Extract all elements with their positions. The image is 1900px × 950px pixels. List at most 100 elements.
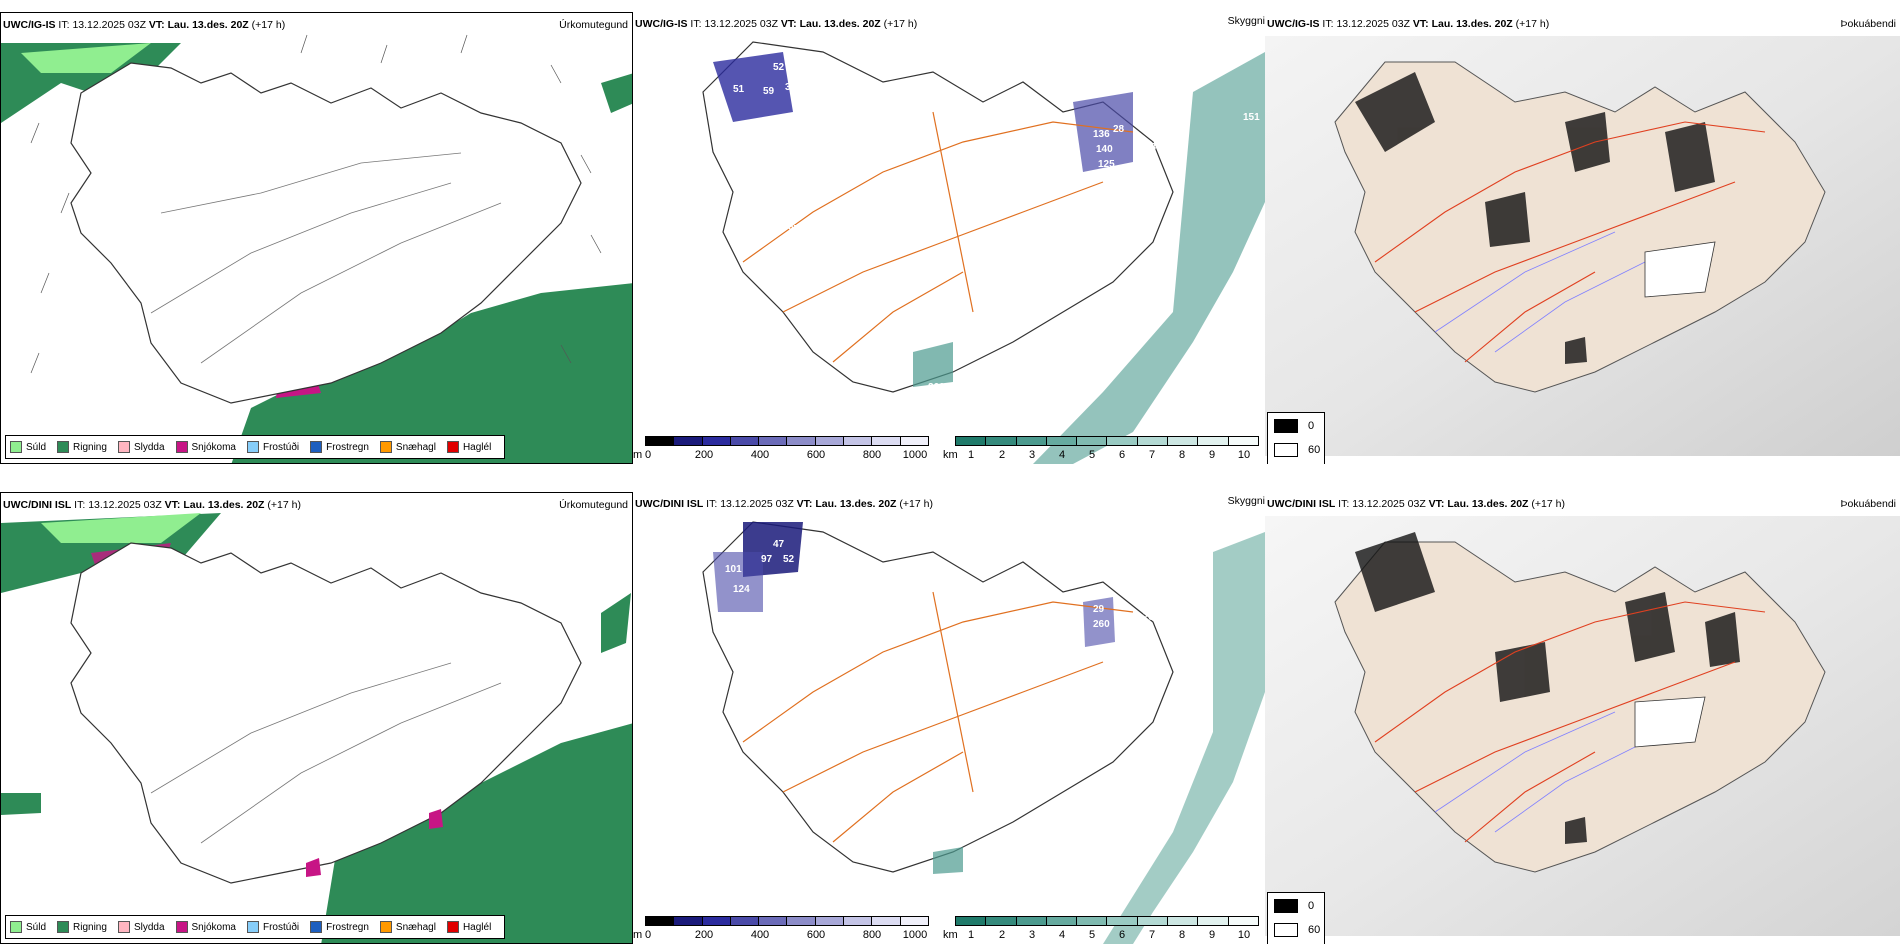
precip-legend-top: Súld Rigning Slydda Snjókoma Frostúði Fr… [5,435,506,459]
legend-swatch [175,441,188,453]
legend-swatch [310,441,323,453]
legend-swatch [246,441,259,453]
map-label: 136 [1093,129,1110,140]
cloud-base-tick: 800 [862,449,882,461]
cloud-base-tick: 600 [806,929,826,941]
fog-legend-swatch [1274,899,1298,913]
visibility-tick: 6 [1118,449,1126,461]
legend-item: Rigning [57,441,107,453]
precip-panel-bottom-title: UWC/DINI ISL IT: 13.12.2025 03Z VT: Lau.… [3,499,301,511]
map-label: 38 [785,82,797,93]
map-label: 52 [783,554,795,565]
legend-swatch [310,921,323,933]
legend-swatch [117,921,130,933]
fog-legend-swatch [1274,443,1298,457]
visibility-tick: 5 [1088,929,1096,941]
visibility-tick: 8 [1178,929,1186,941]
visibility-tick: 7 [1148,449,1156,461]
fog-legend-item: 60 [1274,443,1320,457]
legend-swatch [117,441,130,453]
visibility-tick: 6 [1118,929,1126,941]
visibility-tick: 1 [967,449,975,461]
legend-swatch [246,921,259,933]
map-label: 124 [733,584,750,595]
cloud-base-bar [645,916,929,926]
cloud-base-unit: m [633,449,643,461]
cloud-base-tick: 1000 [902,449,928,461]
cloud-panel-top-title: UWC/IG-IS IT: 13.12.2025 03Z VT: Lau. 13… [635,18,918,30]
visibility-tick: 10 [1237,929,1251,941]
fog-map-top [1265,36,1900,456]
visibility-tick: 2 [998,929,1006,941]
precip-legend-bottom: Súld Rigning Slydda Snjókoma Frostúði Fr… [5,915,506,939]
cloud-map-top: 52 51 59 38 68 97 21 97 136 28 140 125 6… [702,41,1265,464]
precip-map-bottom [1,513,632,943]
visibility-tick: 4 [1058,449,1066,461]
map-label: 260 [928,382,945,393]
map-label: 293 [1061,334,1078,345]
visibility-tick: 4 [1058,929,1066,941]
fog-map-bottom [1265,516,1900,936]
visibility-unit: km [943,449,958,461]
precip-panel-top-name: Úrkomutegund [559,19,628,31]
visibility-tick: 1 [967,929,975,941]
fog-legend-item: 60 [1274,923,1320,937]
map-label: 59 [763,86,775,97]
fog-legend-top: 0 60 [1267,412,1325,464]
fog-legend-item: 0 [1274,899,1314,913]
fog-panel-bottom: UWC/DINI ISL IT: 13.12.2025 03Z VT: Lau.… [1265,492,1900,944]
map-label: 250 [1223,412,1240,423]
visibility-colorbar-bottom: km 1 2 3 4 5 6 7 8 9 10 [943,916,1265,944]
map-label: 63 [1145,142,1157,153]
map-label: 260 [1093,619,1110,630]
legend-item: Snæhagl [379,921,436,933]
map-label: 140 [1096,144,1113,155]
legend-item: Frostregn [310,441,369,453]
legend-swatch [446,441,459,453]
map-label: 28 [1103,674,1115,685]
visibility-tick: 2 [998,449,1006,461]
fog-panel-bottom-title: UWC/DINI ISL IT: 13.12.2025 03Z VT: Lau.… [1267,498,1565,510]
legend-item: Haglél [446,921,491,933]
cloud-panel-top: UWC/IG-IS IT: 13.12.2025 03Z VT: Lau. 13… [633,12,1265,464]
cloud-base-tick: 0 [644,929,652,941]
precip-panel-bottom-name: Úrkomutegund [559,499,628,511]
legend-swatch [10,921,22,933]
visibility-tick: 9 [1208,449,1216,461]
visibility-tick: 5 [1088,449,1096,461]
map-label: 47 [773,539,785,550]
fog-legend-item: 0 [1274,419,1314,433]
cloud-map-bottom: 47 97 52 101 124 156 29 260 78 28 298 [702,521,1265,944]
fog-panel-top: UWC/IG-IS IT: 13.12.2025 03Z VT: Lau. 13… [1265,12,1900,464]
visibility-bar [955,916,1259,926]
map-label: 97 [783,144,795,155]
cloud-base-colorbar-top: m 0 200 400 600 800 1000 [633,436,943,464]
map-label: 52 [773,62,785,73]
cloud-base-tick: 200 [694,449,714,461]
cloud-base-tick: 400 [750,929,770,941]
map-label: 28 [1113,124,1125,135]
legend-swatch [379,441,392,453]
visibility-tick: 8 [1178,449,1186,461]
precip-panel-top-title: UWC/IG-IS IT: 13.12.2025 03Z VT: Lau. 13… [3,19,286,31]
cloud-panel-bottom-name: Skyggni [1227,495,1265,507]
fog-legend-swatch [1274,419,1298,433]
map-label: 97 [788,224,800,235]
legend-item: Haglél [446,441,491,453]
legend-item: Frostregn [310,921,369,933]
cloud-panel-bottom-title: UWC/DINI ISL IT: 13.12.2025 03Z VT: Lau.… [635,498,933,510]
legend-item: Slydda [117,441,165,453]
legend-item: Snæhagl [379,441,436,453]
fog-panel-bottom-name: Þokuábendi [1840,498,1896,510]
visibility-unit: km [943,929,958,941]
cloud-base-bar [645,436,929,446]
legend-swatch [175,921,188,933]
legend-swatch [57,921,70,933]
visibility-tick: 3 [1028,449,1036,461]
map-label: 29 [1093,604,1105,615]
legend-item: Frostúði [246,921,299,933]
map-label: 101 [725,564,742,575]
cloud-base-tick: 800 [862,929,882,941]
legend-item: Rigning [57,921,107,933]
visibility-bar [955,436,1259,446]
